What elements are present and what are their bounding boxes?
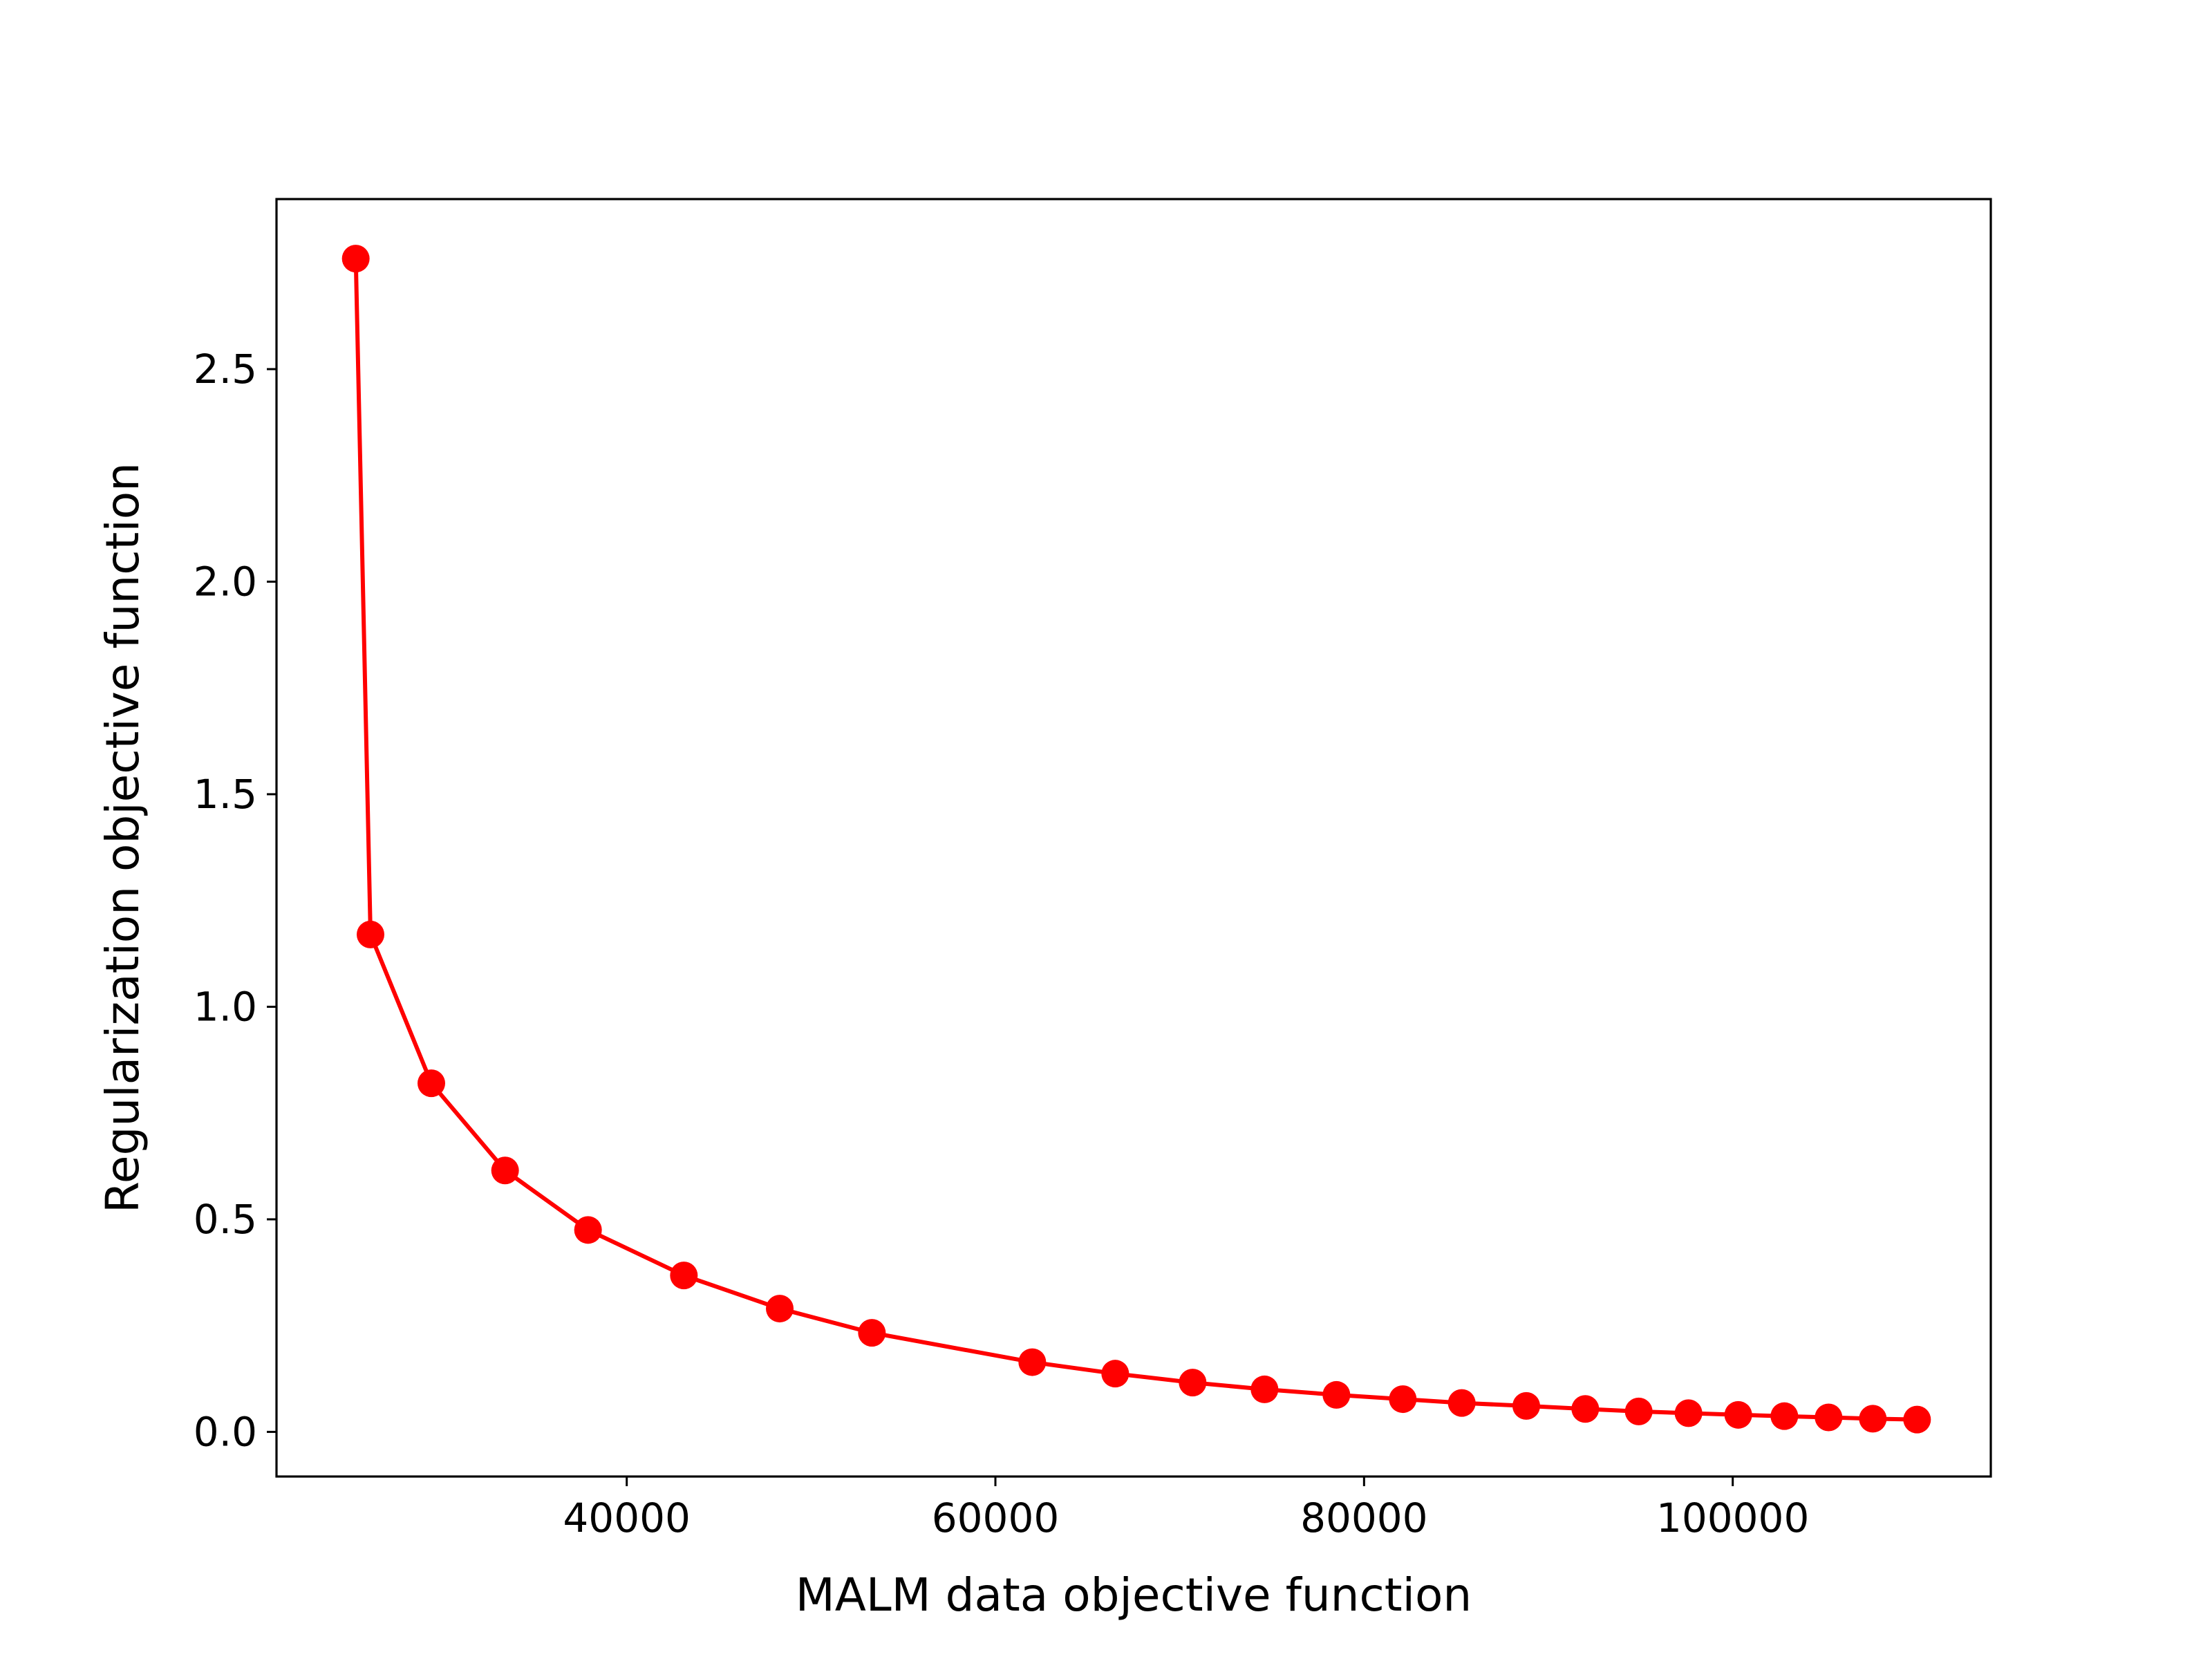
data-point [1447, 1389, 1476, 1417]
data-point [418, 1069, 445, 1098]
x-tick-label: 100000 [1656, 1494, 1809, 1541]
data-point [1770, 1402, 1799, 1430]
data-point [341, 245, 370, 273]
y-tick-label: 0.5 [194, 1196, 257, 1243]
data-point [1571, 1395, 1600, 1423]
data-point [1859, 1405, 1887, 1433]
x-tick-label: 60000 [932, 1494, 1060, 1541]
x-axis-ticks: 40000 60000 80000 100000 [563, 1477, 1809, 1541]
data-point [670, 1262, 698, 1290]
y-tick-label: 2.5 [194, 346, 257, 393]
data-point [1179, 1369, 1207, 1397]
data-point [1724, 1400, 1752, 1429]
data-point [357, 920, 384, 948]
y-tick-label: 1.0 [194, 983, 257, 1030]
y-axis-ticks: 0.0 0.5 1.0 1.5 2.0 2.5 [194, 346, 276, 1455]
data-point [1101, 1360, 1130, 1388]
plot-frame [275, 198, 1992, 1478]
data-point [1903, 1405, 1931, 1434]
data-point [1624, 1397, 1653, 1425]
y-tick-label: 0.0 [194, 1408, 257, 1455]
y-tick-label: 2.0 [194, 558, 257, 605]
y-tick-label: 1.5 [194, 771, 257, 818]
x-tick-label: 40000 [563, 1494, 691, 1541]
data-point [1815, 1403, 1843, 1432]
plot-area [276, 199, 1991, 1477]
data-point [1512, 1391, 1540, 1420]
y-axis-label: Regularization objective function [96, 462, 149, 1213]
data-point [491, 1156, 519, 1185]
x-tick-label: 80000 [1300, 1494, 1428, 1541]
data-point [574, 1216, 602, 1244]
data-point [1018, 1348, 1047, 1376]
data-point [1322, 1380, 1351, 1409]
data-point [1250, 1375, 1279, 1403]
data-point [766, 1295, 794, 1323]
data-point [1389, 1385, 1417, 1414]
x-axis-label: MALM data objective function [796, 1568, 1472, 1622]
data-point [858, 1319, 886, 1347]
series-layer [341, 245, 1931, 1434]
data-point [1674, 1399, 1703, 1427]
